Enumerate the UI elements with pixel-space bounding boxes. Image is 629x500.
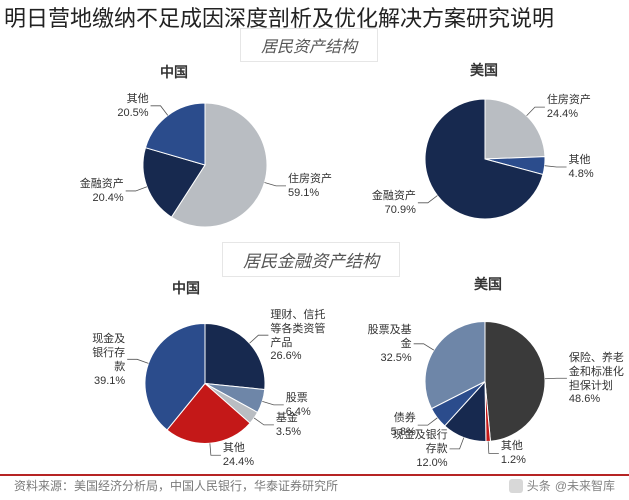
leader-line: [418, 418, 438, 425]
pie-cn-assets: 住房资产59.1%金融资产20.4%其他20.5%: [90, 76, 320, 246]
leader-line: [210, 443, 221, 455]
source-line: 资料来源：美国经济分析局，中国人民银行，华泰证券研究所: [14, 477, 338, 494]
pie-slice: [205, 324, 265, 390]
leader-line: [127, 359, 148, 363]
section-title-bottom: 居民金融资产结构: [222, 242, 400, 277]
toutiao-credit: 头条 @未来智库: [509, 477, 615, 494]
slice-label: 债券5.8%: [391, 412, 416, 440]
toutiao-account: @未来智库: [555, 477, 615, 494]
leader-line: [250, 335, 269, 343]
leader-line: [126, 187, 147, 191]
leader-line: [545, 166, 567, 167]
pie-slice: [485, 322, 545, 442]
toutiao-icon: [509, 479, 523, 493]
leader-line: [450, 438, 464, 449]
slice-label: 其他20.5%: [117, 93, 148, 121]
pie-us-assets: 住房资产24.4% 其他4.8% 金融资产70.9%: [365, 70, 605, 240]
slice-label: 其他4.8%: [569, 154, 594, 182]
leader-line: [414, 344, 434, 350]
divider-bar: [0, 474, 629, 476]
slice-label: 住房资产24.4%: [547, 94, 591, 122]
overlay-title: 明日营地缴纳不足成因深度剖析及优化解决方案研究说明: [4, 4, 554, 34]
slice-label: 股票及基金32.5%: [368, 324, 412, 365]
slice-label: 金融资产70.9%: [372, 190, 416, 218]
slice-label: 住房资产59.1%: [288, 173, 332, 201]
pie-us-financial: 保险、养老金和标准化担保计划48.6%其他1.2%现金及银行存款12.0%债券5…: [365, 290, 605, 465]
slice-label: 其他24.4%: [223, 442, 254, 470]
pie-cn-financial: 理财、信托等各类资管产品26.6%股票6.4%基金3.5%其他24.4%现金及银…: [90, 292, 320, 467]
slice-label: 理财、信托等各类资管产品26.6%: [270, 309, 325, 364]
leader-line: [254, 418, 274, 425]
leader-line: [527, 107, 545, 116]
slice-label: 其他1.2%: [501, 440, 526, 468]
slice-label: 金融资产20.4%: [80, 178, 124, 206]
leader-line: [151, 106, 168, 116]
leader-line: [262, 401, 283, 405]
leader-line: [264, 182, 286, 185]
slice-label: 基金3.5%: [276, 412, 301, 440]
slice-label: 保险、养老金和标准化担保计划48.6%: [569, 352, 624, 407]
leader-line: [488, 441, 499, 453]
leader-line: [418, 196, 438, 203]
leader-line: [545, 378, 567, 379]
pie-slice: [485, 99, 545, 159]
chart-panel: 居民资产结构 居民金融资产结构 中国 美国 中国 美国 住房资产59.1%金融资…: [70, 30, 611, 470]
slice-label: 现金及银行存款39.1%: [92, 333, 125, 388]
toutiao-prefix: 头条: [527, 477, 551, 494]
